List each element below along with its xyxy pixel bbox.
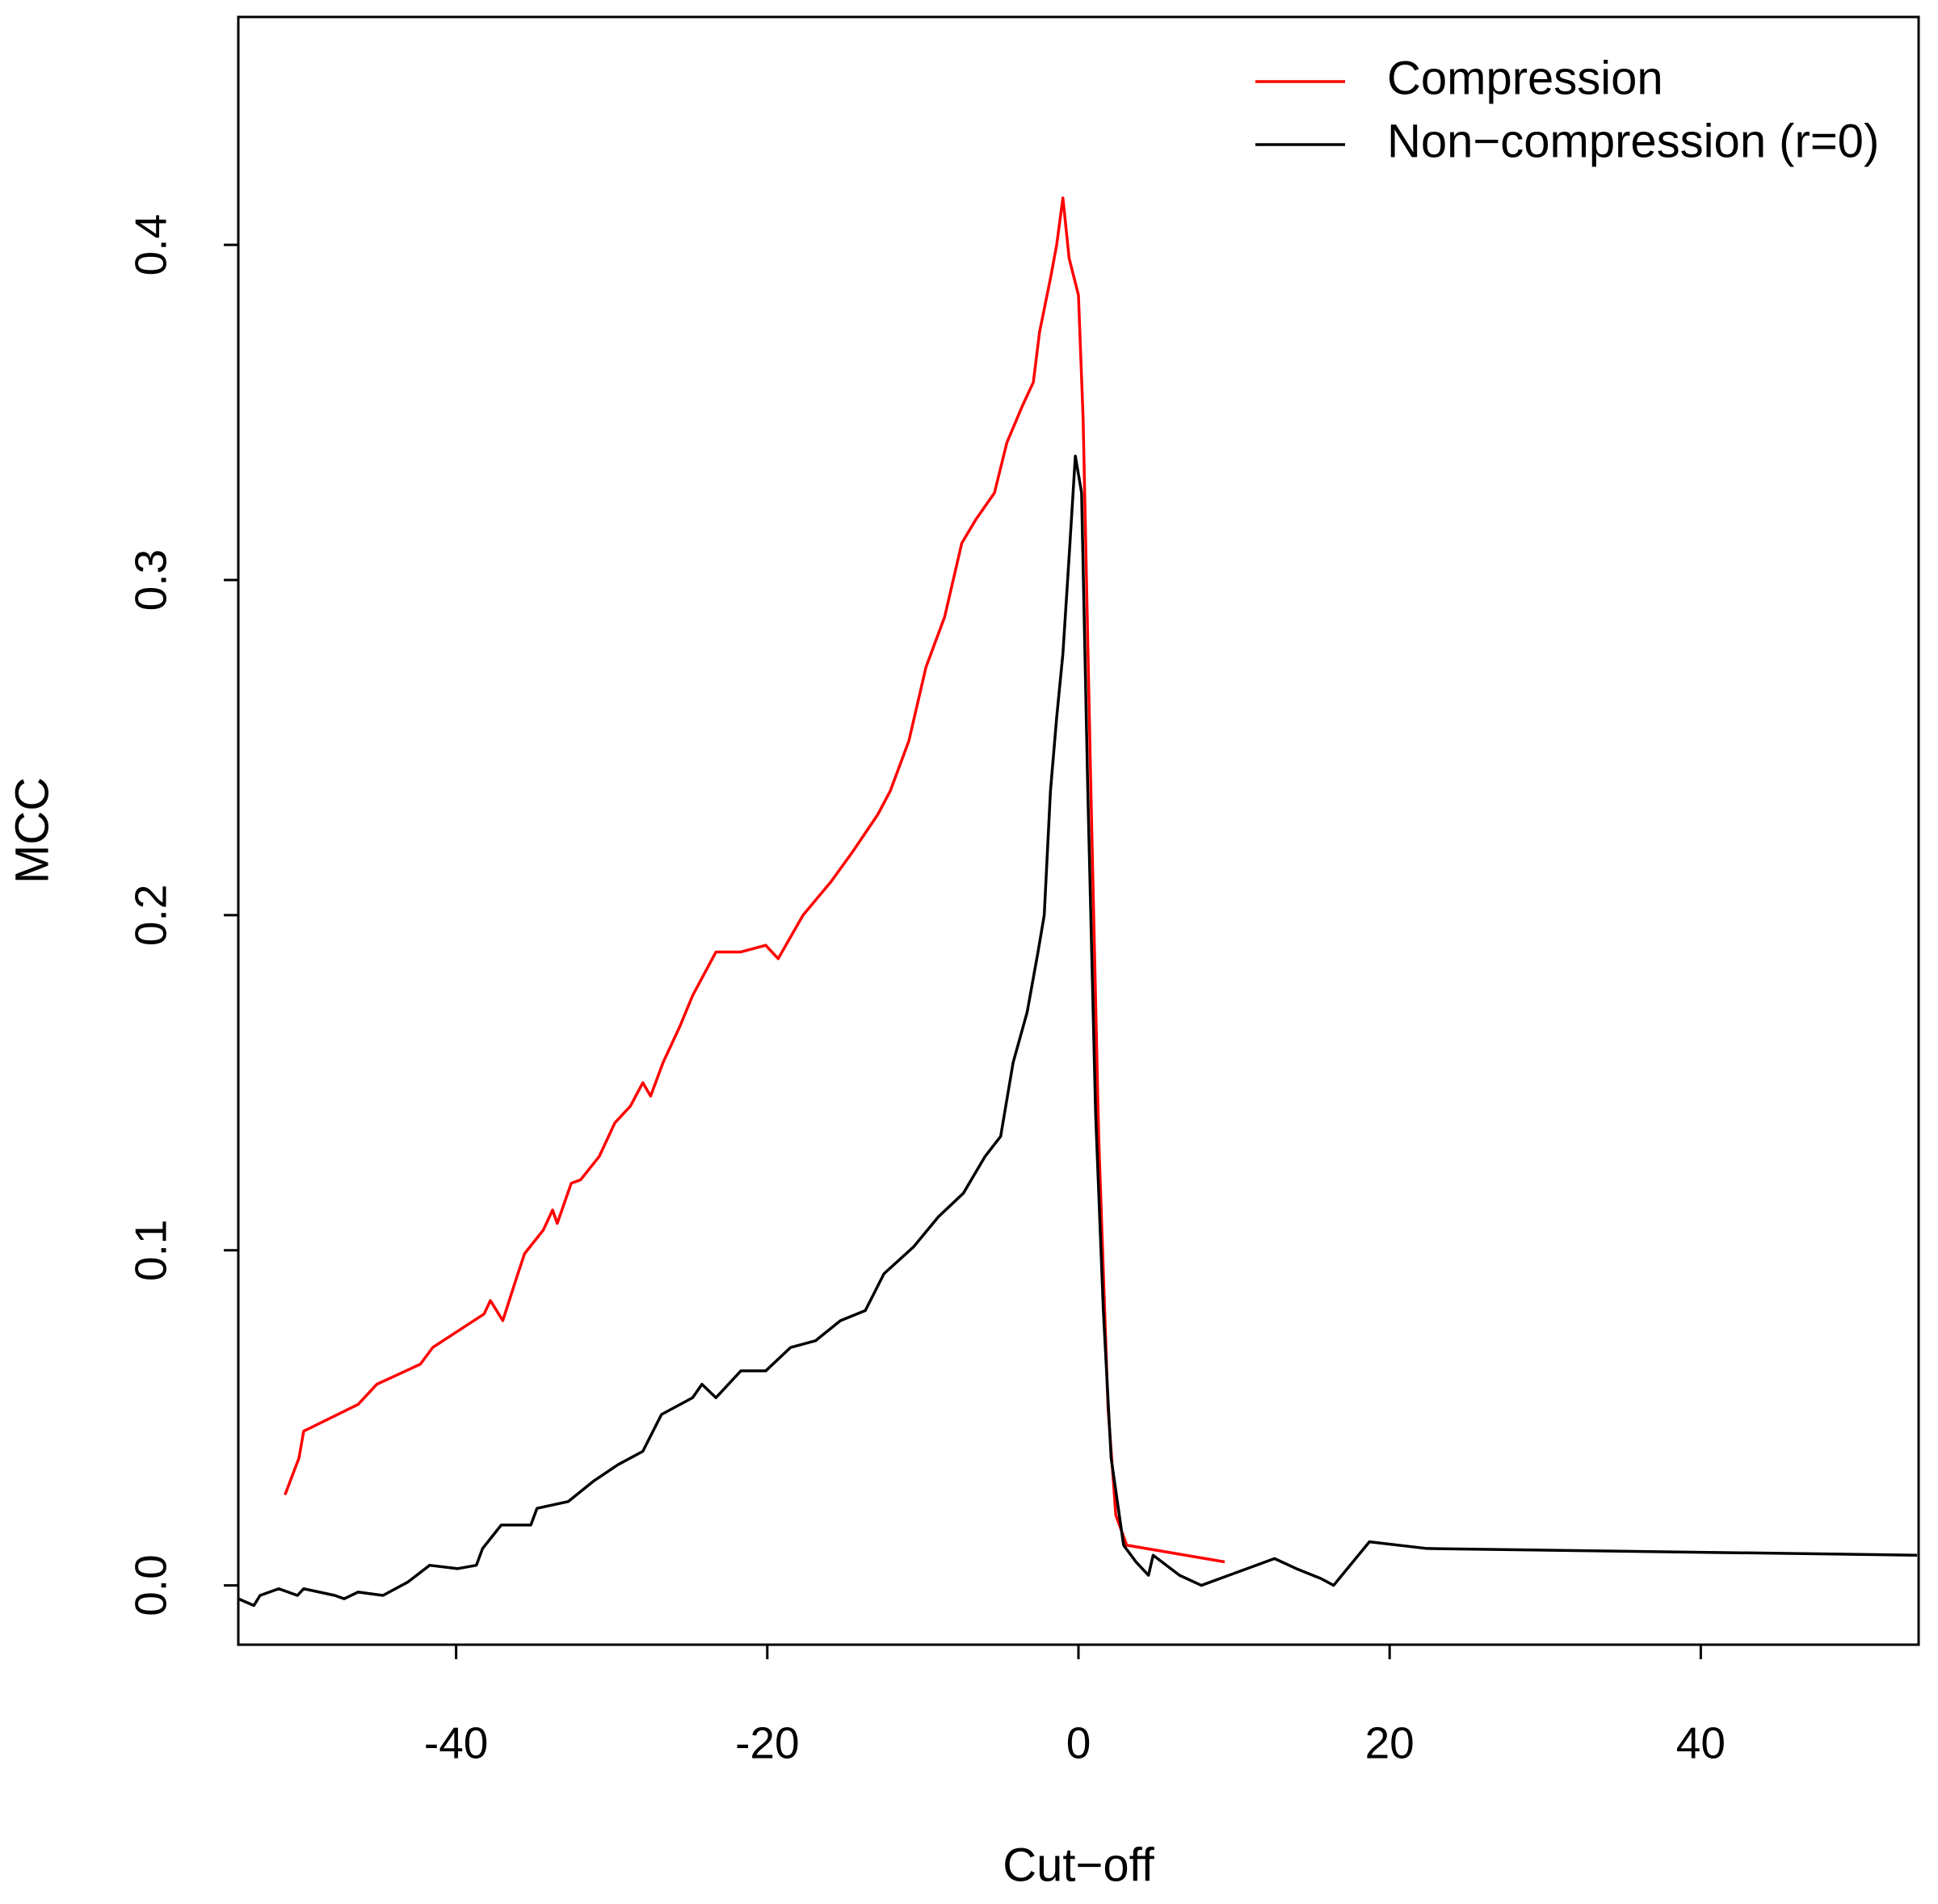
plot-frame (237, 15, 1920, 1646)
y-tick-label: 0.2 (126, 885, 176, 946)
y-axis-label: MCC (6, 777, 58, 884)
y-tick-label: 0.3 (126, 549, 176, 611)
x-axis-label: Cut−off (1003, 1839, 1154, 1891)
y-tick-label: 0.1 (126, 1219, 176, 1280)
x-tick-label: 40 (1676, 1718, 1726, 1768)
y-tick-label: 0.0 (126, 1554, 176, 1616)
series-line (284, 196, 1225, 1564)
legend-label: Compression (1387, 52, 1663, 104)
x-tick-label: -20 (735, 1718, 800, 1768)
x-tick-label: 0 (1066, 1718, 1091, 1768)
x-tick-label: 20 (1365, 1718, 1415, 1768)
x-tick-label: -40 (424, 1718, 489, 1768)
y-tick-label: 0.4 (126, 214, 176, 275)
legend-label: Non−compression (r=0) (1387, 115, 1879, 167)
series-line (238, 454, 1918, 1608)
